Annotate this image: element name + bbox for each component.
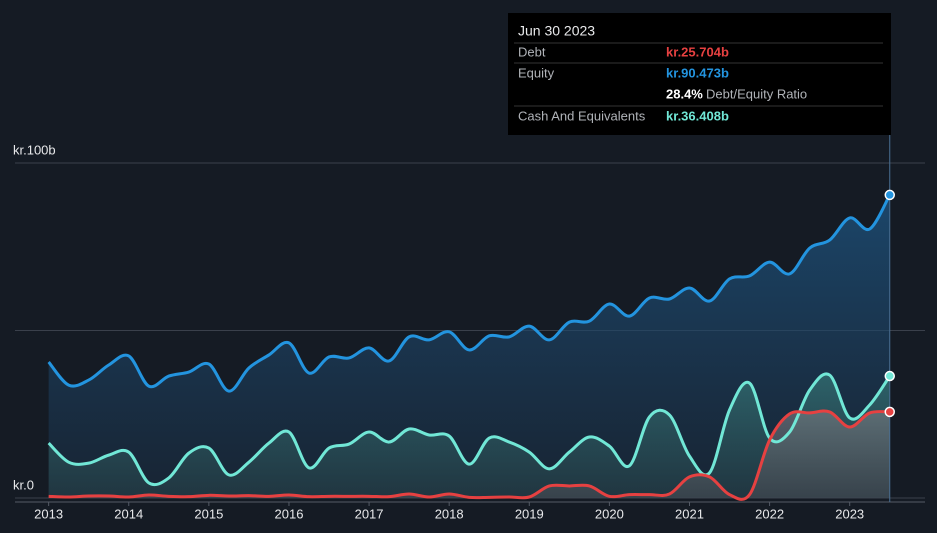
x-tick-label: 2016	[275, 506, 304, 521]
line	[47, 194, 892, 393]
x-tick-label: 2020	[595, 506, 624, 521]
tooltip-value: kr.25.704b	[666, 44, 729, 59]
x-tick-label: 2013	[34, 506, 63, 521]
area	[48, 373, 890, 498]
y-tick-label: kr.0	[13, 477, 34, 492]
y-tick-label: kr.100b	[13, 142, 56, 157]
line	[47, 372, 891, 487]
tooltip-value: kr.90.473b	[666, 65, 729, 80]
tooltip-ratio: 28.4%	[666, 86, 703, 101]
x-tick-label: 2021	[675, 506, 704, 521]
tooltip-value: kr.36.408b	[666, 108, 729, 123]
x-tick-label: 2017	[355, 506, 384, 521]
tooltip-label: Equity	[518, 65, 555, 80]
point-marker	[884, 189, 896, 201]
tooltip: Jun 30 2023 Debt kr.25.704b Equity kr.90…	[508, 13, 891, 135]
tooltip-ratio-label: Debt/Equity Ratio	[706, 86, 807, 101]
plot-area: kr.0 kr.100b 2013 2014 2015 2016 2017 2018 2019 2…	[13, 135, 925, 521]
line	[48, 409, 890, 501]
tooltip-box	[508, 13, 891, 135]
x-tick-label: 2018	[435, 506, 464, 521]
point-marker	[884, 370, 896, 382]
x-tick-label: 2019	[515, 506, 544, 521]
tooltip-label: Debt	[518, 44, 546, 59]
x-tick-label: 2022	[755, 506, 784, 521]
tooltip-date: Jun 30 2023	[518, 23, 595, 39]
x-tick-label: 2014	[114, 506, 143, 521]
area	[48, 411, 890, 500]
x-tick-label: 2015	[194, 506, 223, 521]
point-marker	[884, 406, 896, 418]
tooltip-label: Cash And Equivalents	[518, 108, 646, 123]
area	[48, 194, 890, 498]
x-tick-label: 2023	[835, 506, 864, 521]
